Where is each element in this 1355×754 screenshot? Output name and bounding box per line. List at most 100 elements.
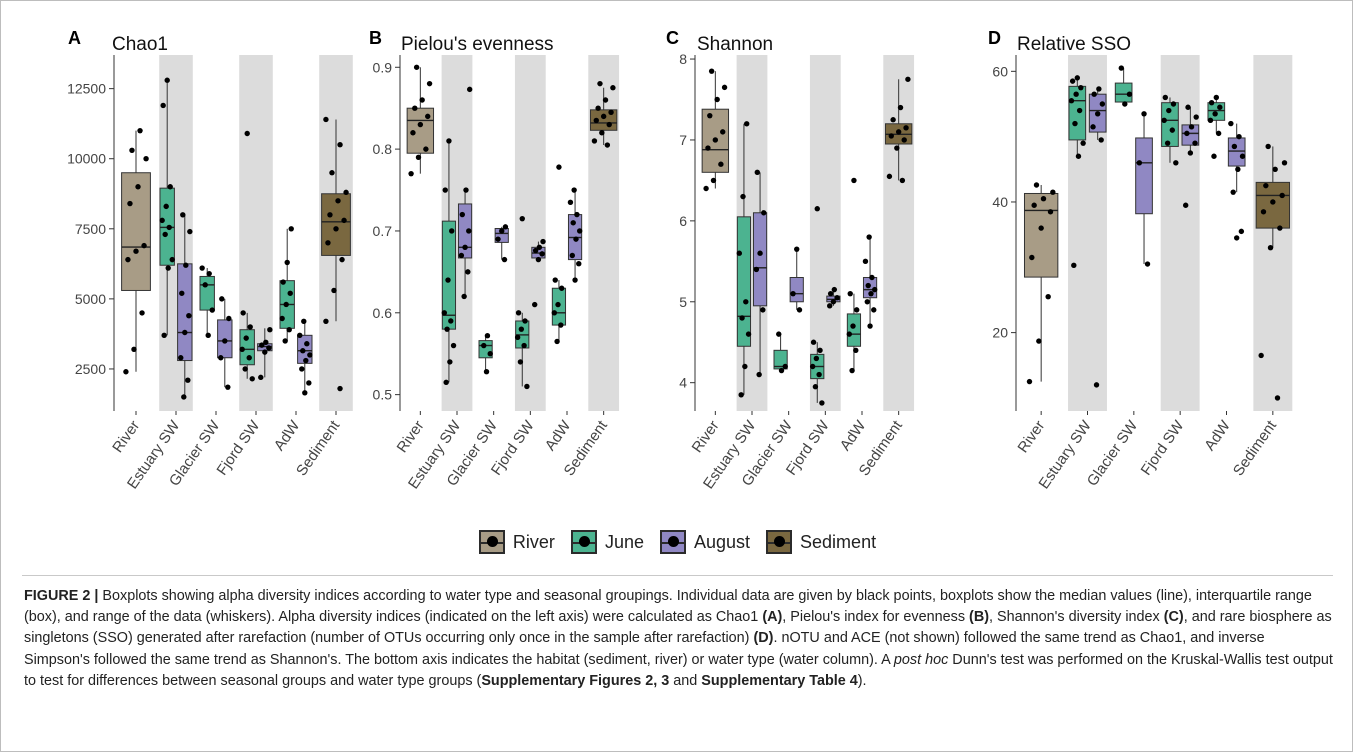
data-point	[266, 345, 271, 350]
x-tick-label: River	[394, 418, 428, 456]
data-point	[485, 333, 490, 338]
data-point	[539, 251, 544, 256]
box-june	[552, 164, 566, 344]
box-river	[1024, 182, 1057, 384]
panel-title: Pielou's evenness	[401, 34, 554, 55]
data-point	[218, 355, 223, 360]
x-tick-label: Sediment	[1230, 417, 1281, 479]
data-point	[520, 216, 525, 221]
panel-title: Relative SSO	[1017, 34, 1131, 55]
data-point	[419, 97, 424, 102]
data-point	[896, 129, 901, 134]
y-tick-label: 40	[992, 194, 1008, 210]
y-tick-label: 0.5	[373, 387, 393, 403]
data-point	[540, 239, 545, 244]
data-point	[335, 198, 340, 203]
data-point	[1216, 131, 1221, 136]
data-point	[742, 364, 747, 369]
data-point	[705, 145, 710, 150]
data-point	[779, 368, 784, 373]
data-point	[754, 267, 759, 272]
data-point	[866, 283, 871, 288]
data-point	[554, 339, 559, 344]
y-tick-label: 10000	[67, 151, 106, 167]
box-june	[774, 331, 788, 373]
box-iqr	[178, 264, 192, 361]
data-point	[711, 178, 716, 183]
y-tick-label: 5	[679, 294, 687, 310]
data-point	[595, 105, 600, 110]
data-point	[337, 386, 342, 391]
data-point	[853, 348, 858, 353]
legend-item-sediment: Sediment	[766, 530, 876, 554]
data-point	[1038, 225, 1043, 230]
data-point	[894, 145, 899, 150]
data-point	[832, 287, 837, 292]
data-point	[518, 359, 523, 364]
data-point	[1282, 160, 1287, 165]
data-point	[865, 299, 870, 304]
data-point	[135, 184, 140, 189]
data-point	[225, 384, 230, 389]
data-point	[522, 318, 527, 323]
data-point	[242, 366, 247, 371]
data-point	[445, 277, 450, 282]
data-point	[1209, 100, 1214, 105]
figure-caption: FIGURE 2 | Boxplots showing alpha divers…	[24, 586, 1334, 692]
data-point	[576, 261, 581, 266]
legend-key	[571, 530, 597, 554]
legend-label: Sediment	[800, 532, 876, 553]
y-tick-label: 0.6	[373, 305, 393, 321]
legend-key-point	[487, 536, 498, 547]
box-august	[1136, 111, 1153, 267]
data-point	[537, 245, 542, 250]
y-tick-label: 0.8	[373, 141, 393, 157]
data-point	[289, 226, 294, 231]
data-point	[872, 287, 877, 292]
data-point	[166, 265, 171, 270]
data-point	[1094, 382, 1099, 387]
data-point	[1185, 105, 1190, 110]
data-point	[848, 291, 853, 296]
box-june	[279, 226, 294, 344]
data-point	[323, 319, 328, 324]
data-point	[553, 277, 558, 282]
caption-ref: (C)	[1164, 609, 1184, 625]
caption-figure-label: FIGURE 2 |	[24, 588, 98, 604]
data-point	[467, 87, 472, 92]
data-point	[1236, 134, 1241, 139]
data-point	[610, 85, 615, 90]
data-point	[1258, 353, 1263, 358]
data-point	[443, 380, 448, 385]
data-point	[339, 257, 344, 262]
y-tick-label: 0.7	[373, 223, 393, 239]
data-point	[756, 372, 761, 377]
data-point	[605, 142, 610, 147]
data-point	[443, 187, 448, 192]
data-point	[1077, 108, 1082, 113]
box-river	[702, 68, 728, 191]
data-point	[129, 148, 134, 153]
data-point	[1193, 114, 1198, 119]
data-point	[408, 171, 413, 176]
data-point	[1161, 118, 1166, 123]
data-point	[210, 307, 215, 312]
data-point	[568, 200, 573, 205]
data-point	[713, 137, 718, 142]
data-point	[790, 291, 795, 296]
data-point	[179, 291, 184, 296]
data-point	[463, 187, 468, 192]
data-point	[137, 128, 142, 133]
panel-title: Chao1	[112, 34, 168, 55]
data-point	[559, 286, 564, 291]
data-point	[828, 291, 833, 296]
legend-key-point	[774, 536, 785, 547]
data-point	[1166, 108, 1171, 113]
data-point	[1272, 167, 1277, 172]
caption-text: , Pielou's index for evenness	[782, 609, 969, 625]
data-point	[167, 225, 172, 230]
data-point	[834, 295, 839, 300]
data-point	[414, 65, 419, 70]
data-point	[1184, 131, 1189, 136]
